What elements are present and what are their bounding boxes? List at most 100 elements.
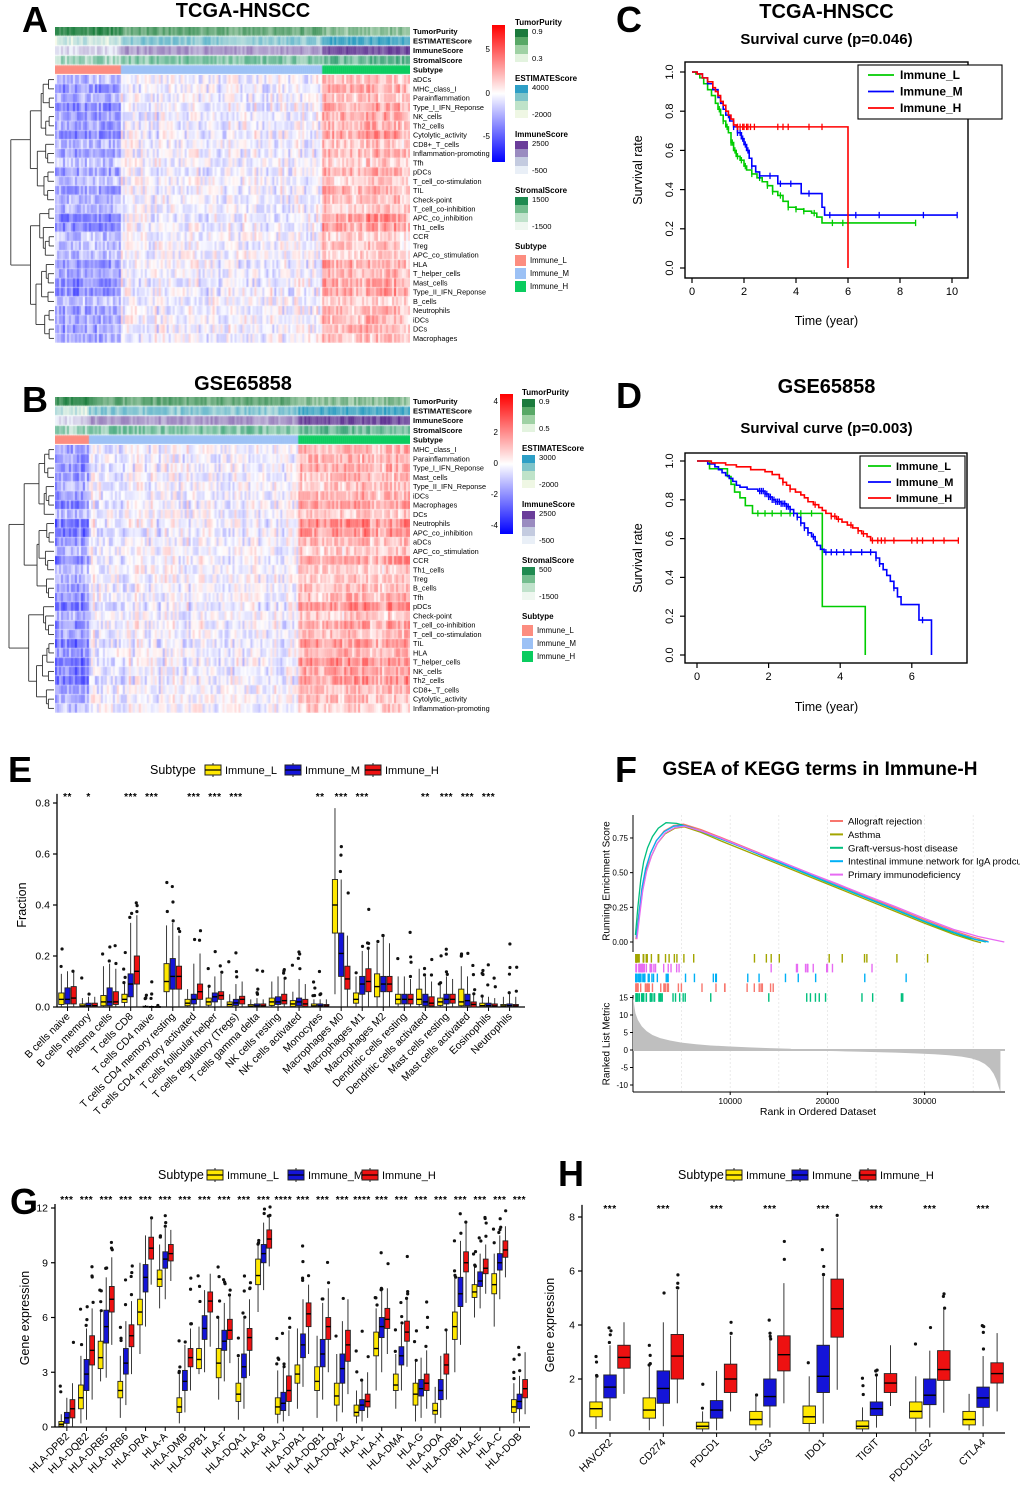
- score-legend-cell: [522, 399, 535, 408]
- outlier-dot: [319, 992, 323, 996]
- subtype-legend-title: Subtype: [522, 612, 554, 621]
- row-label: pDCs: [413, 602, 432, 611]
- outlier-dot: [178, 1365, 182, 1369]
- significance-mark: ***: [139, 1195, 152, 1206]
- score-legend-cell: [522, 407, 535, 416]
- outlier-dot: [439, 954, 443, 958]
- row-label: HLA: [413, 260, 427, 269]
- colorbar-tick-label: 2: [493, 428, 498, 438]
- outlier-dot: [198, 1299, 202, 1304]
- outlier-dot: [234, 969, 239, 974]
- outlier-dot: [301, 1278, 305, 1282]
- outlier-dot: [113, 944, 117, 948]
- significance-mark: ***: [159, 1195, 172, 1206]
- outlier-dot: [135, 903, 139, 908]
- significance-mark: **: [63, 792, 72, 803]
- score-legend-cell: [515, 101, 528, 110]
- y-tick-label: 1.0: [664, 64, 676, 79]
- metric-tick-label: 0: [624, 1046, 629, 1055]
- outlier-dot: [101, 952, 105, 956]
- score-legend-title: ImmuneScore: [515, 130, 568, 139]
- outlier-dot: [422, 966, 427, 971]
- track-label: StromalScore: [413, 56, 462, 65]
- box-Immune_L: [491, 1273, 498, 1295]
- x-category-label: CTLA4: [957, 1437, 989, 1469]
- row-label: Th2_cells: [413, 676, 445, 685]
- row-label: Inflammation-promoting: [413, 149, 490, 158]
- row-label: HLA: [413, 648, 427, 657]
- score-legend-bottom-label: 0.5: [539, 424, 550, 433]
- y-tick-label: 0: [569, 1428, 575, 1440]
- score-legend-cell: [522, 591, 535, 600]
- outlier-dot: [514, 989, 518, 993]
- x-tick-label: 2: [741, 286, 747, 298]
- outlier-dot: [429, 973, 434, 977]
- outlier-dot: [507, 972, 512, 976]
- box-Immune_M: [169, 958, 176, 990]
- panel-f-label: F: [615, 749, 637, 790]
- panel-c-subtitle: Survival curve (p=0.046): [740, 31, 913, 48]
- row-label: DCs: [413, 325, 428, 334]
- outlier-dot: [821, 1273, 826, 1277]
- heatmap-colorbar: [492, 25, 505, 162]
- outlier-dot: [84, 1323, 88, 1328]
- panel-g-label: G: [10, 1181, 39, 1222]
- box-Immune_M: [359, 975, 366, 995]
- row-label: Macrophages: [413, 334, 458, 343]
- significance-mark: ***: [208, 792, 221, 803]
- metric-tick-label: -10: [616, 1081, 628, 1090]
- box-Immune_H: [70, 986, 77, 1005]
- outlier-dot: [236, 1336, 240, 1340]
- legend-label: Immune_H: [880, 1170, 934, 1182]
- outlier-dot: [486, 983, 490, 987]
- box-Immune_M: [763, 1378, 777, 1407]
- outlier-dot: [512, 1357, 516, 1361]
- outlier-dot: [492, 976, 496, 980]
- row-label: aDCs: [413, 538, 432, 547]
- legend-title: Subtype: [678, 1168, 724, 1182]
- outlier-dot: [399, 1300, 403, 1305]
- outlier-dot: [313, 986, 317, 990]
- outlier-dot: [311, 980, 316, 984]
- row-label: CD8+_T_cells: [413, 140, 459, 149]
- outlier-dot: [298, 967, 302, 971]
- y-tick-label: 0.8: [664, 104, 676, 119]
- panel-d-xlabel: Time (year): [794, 700, 859, 714]
- outlier-dot: [58, 1384, 62, 1388]
- box-Immune_L: [373, 1331, 379, 1357]
- row-label: Treg: [413, 241, 428, 250]
- box-Immune_H: [777, 1335, 791, 1372]
- outlier-dot: [255, 968, 259, 972]
- outlier-dot: [317, 969, 322, 974]
- row-label: APC_co_inhibition: [413, 214, 473, 223]
- score-legend-cell: [522, 471, 535, 480]
- x-category-label: IDO1: [803, 1437, 829, 1463]
- legend-label: Graft-versus-host disease: [848, 843, 958, 854]
- outlier-dot: [594, 1360, 599, 1364]
- significance-mark: ***: [119, 1195, 132, 1206]
- panel-d-title: GSE65858: [777, 376, 876, 398]
- outlier-dot: [85, 1318, 89, 1322]
- box-Immune_M: [656, 1370, 671, 1404]
- row-label: Mast_cells: [413, 278, 448, 287]
- score-legend-cell: [522, 567, 535, 576]
- box-Immune_M: [457, 1276, 464, 1308]
- outlier-dot: [393, 1349, 397, 1353]
- box-Immune_M: [64, 987, 71, 1005]
- y-tick-label: 0.6: [664, 143, 676, 158]
- outlier-dot: [156, 1003, 160, 1008]
- outlier-dot: [119, 1338, 123, 1343]
- outlier-dot: [326, 1281, 331, 1285]
- survival-curve-Immune_M: [692, 71, 958, 216]
- outlier-dot: [60, 947, 64, 951]
- score-legend-cell: [515, 149, 528, 158]
- outlier-dot: [158, 1234, 163, 1238]
- box-Immune_L: [255, 1258, 261, 1286]
- panel-h-label: H: [558, 1153, 584, 1194]
- row-label: Check-point: [413, 195, 452, 204]
- outlier-dot: [517, 1345, 521, 1349]
- outlier-dot: [406, 1290, 410, 1294]
- score-legend-top-label: 1500: [532, 195, 549, 204]
- y-tick-label: 0.8: [664, 492, 676, 507]
- outlier-dot: [198, 929, 203, 933]
